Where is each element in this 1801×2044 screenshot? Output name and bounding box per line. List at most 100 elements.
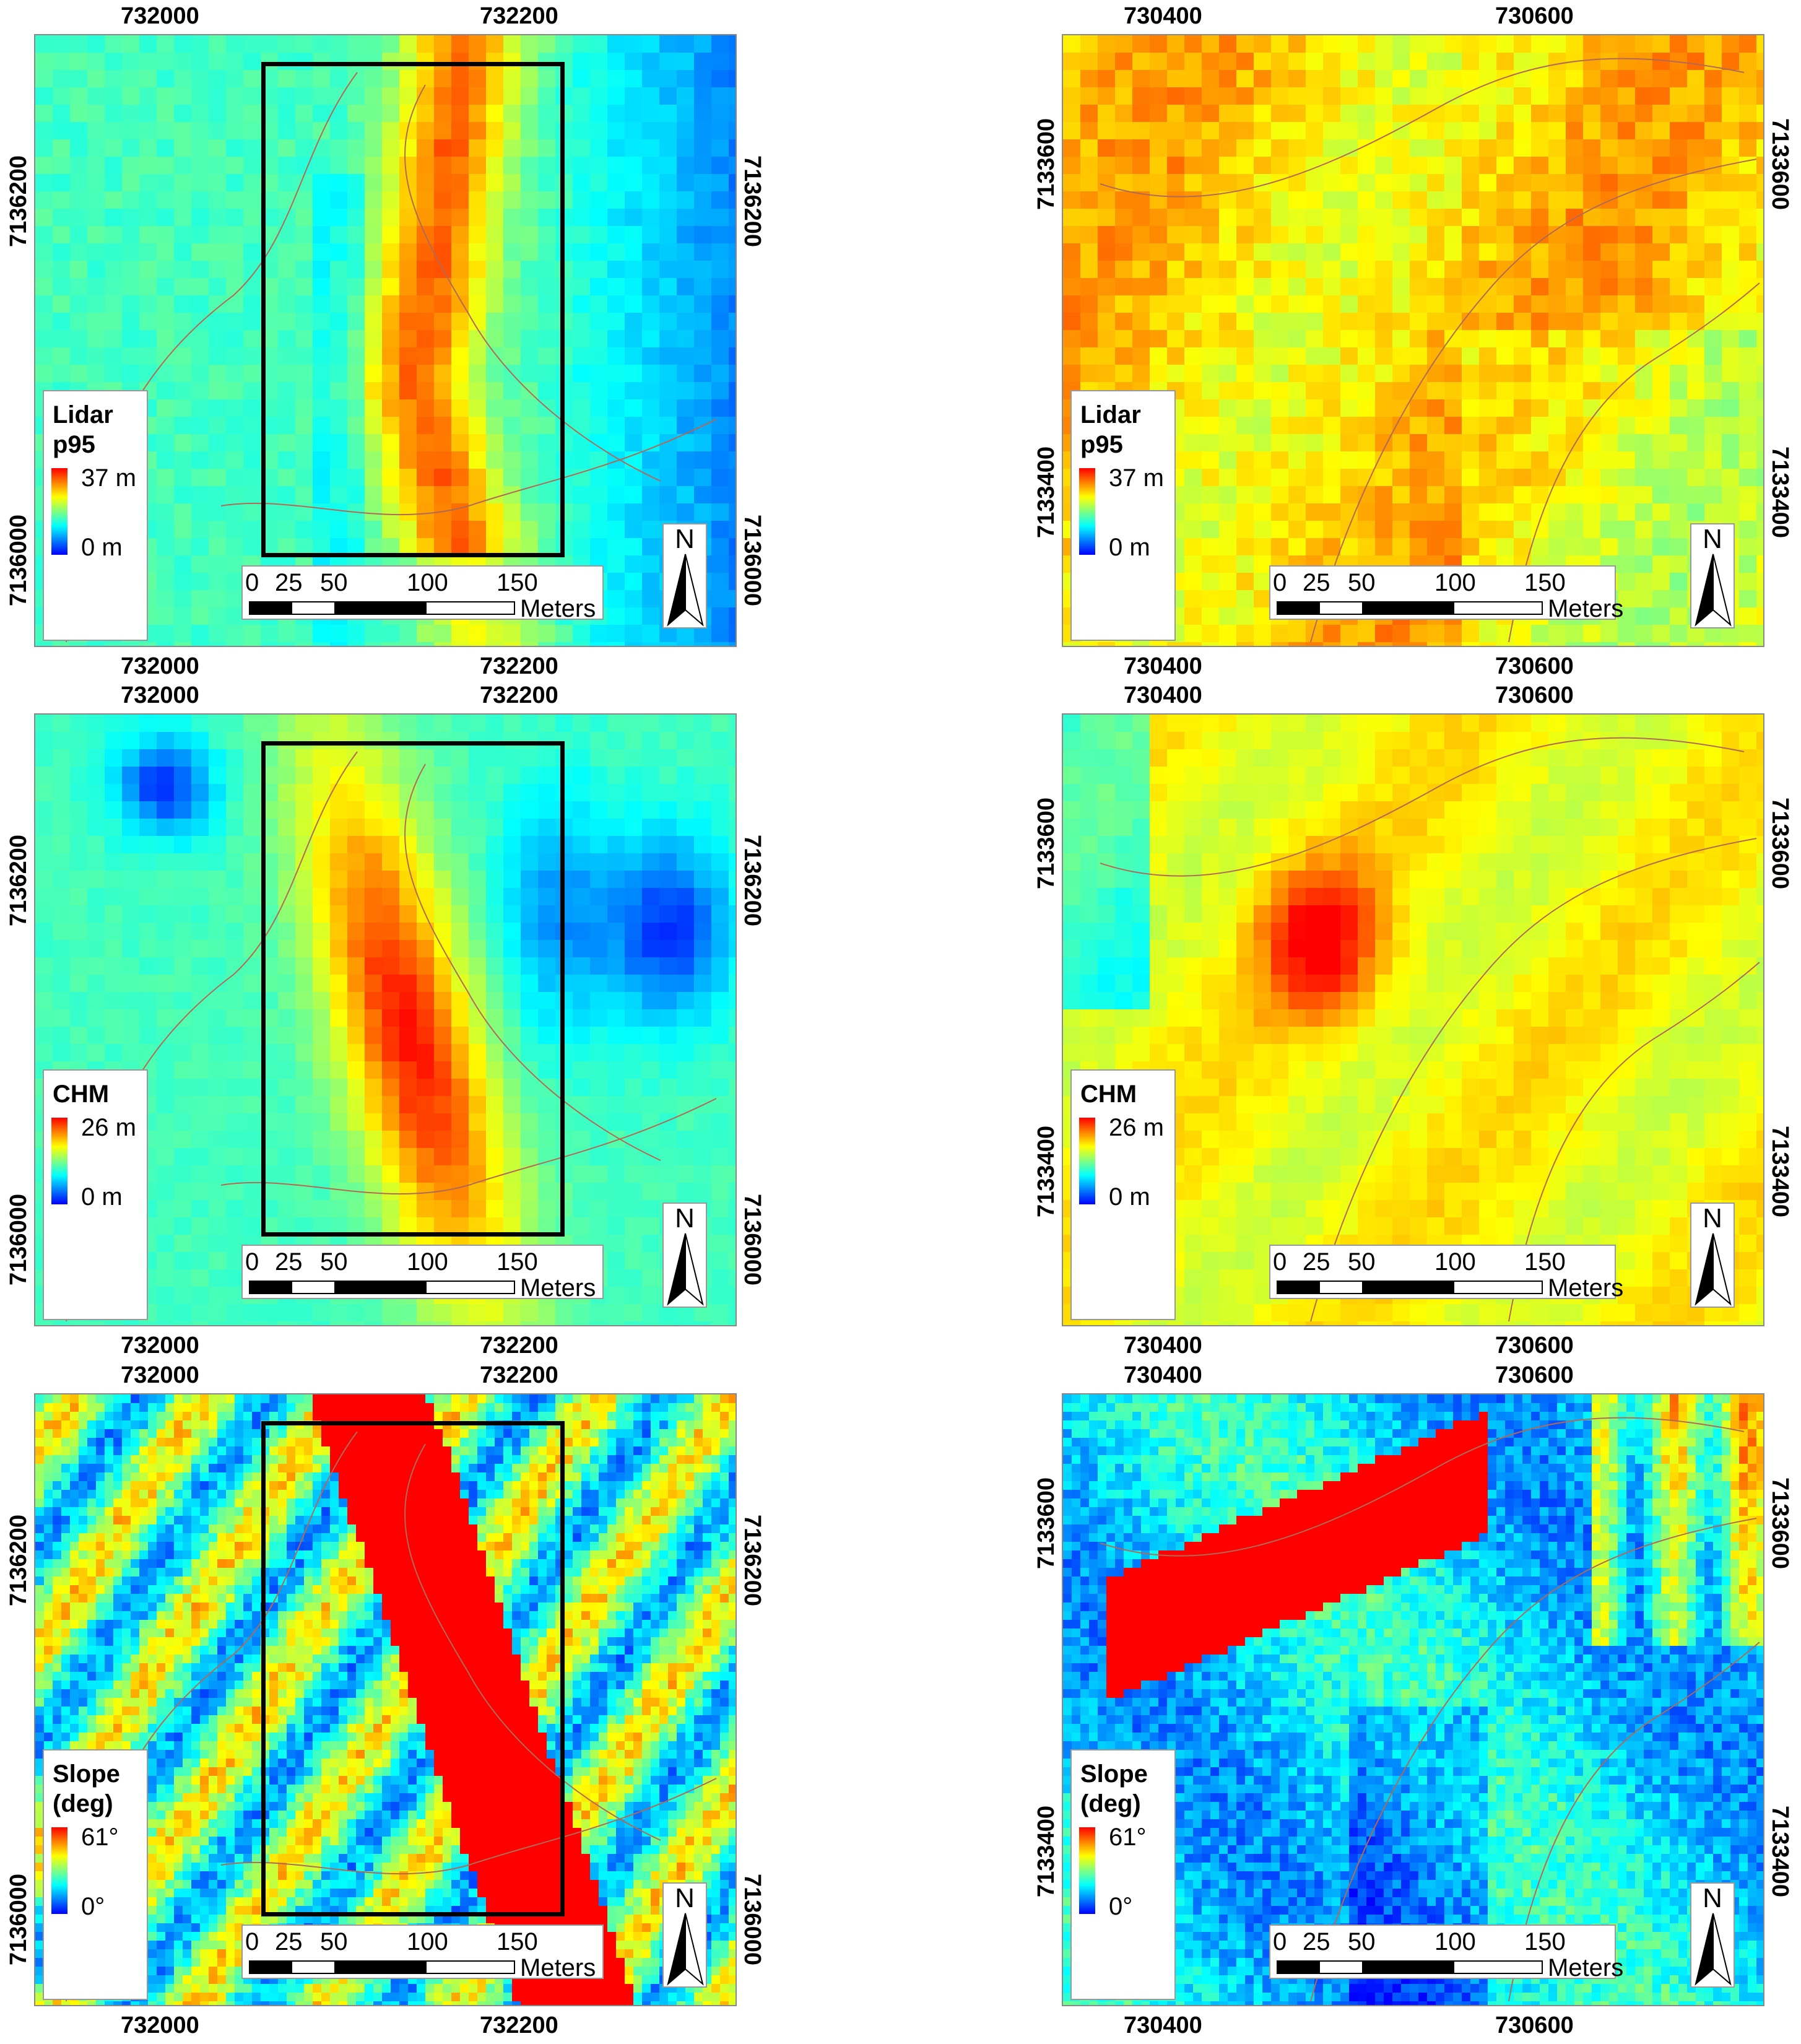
boundary-line: [220, 1098, 717, 1194]
coordinate-label: 7136000: [6, 1874, 32, 1965]
color-legend: Slope (deg) 61° 0°: [43, 1749, 148, 2000]
coordinate-label: 732200: [480, 3, 558, 29]
scale-segment: [1319, 601, 1363, 615]
boundary-line: [1310, 1518, 1757, 2002]
scale-segment: [336, 1281, 425, 1294]
scale-tick-label: 0: [1273, 569, 1287, 596]
color-ramp: [51, 1827, 67, 1914]
scale-bar: 0 25 50 100 150 Meters: [241, 565, 604, 622]
legend-title: Slope: [1080, 1760, 1148, 1788]
scale-tick-label: 0: [245, 1248, 259, 1276]
legend-max: 26 m: [1109, 1114, 1164, 1141]
color-ramp: [1079, 1827, 1095, 1914]
scale-tick-label: 25: [275, 1248, 303, 1276]
scale-segment: [291, 1281, 336, 1294]
scale-segment: [1453, 601, 1543, 615]
scale-tick-label: 25: [1303, 569, 1330, 596]
legend-title: p95: [53, 431, 95, 458]
legend-max: 61°: [1109, 1824, 1147, 1851]
raster-map: [1062, 1393, 1764, 2006]
coordinate-label: 730400: [1124, 2012, 1202, 2038]
scale-tick-label: 25: [275, 1928, 303, 1955]
scale-segment: [1453, 1960, 1543, 1974]
coordinate-label: 7133400: [1767, 1126, 1793, 1217]
scale-tick-label: 150: [1524, 569, 1566, 596]
scale-segment: [425, 1281, 515, 1294]
legend-max: 26 m: [81, 1114, 136, 1141]
coordinate-label: 7136000: [739, 1194, 765, 1285]
study-area-box: [261, 741, 565, 1237]
study-area-box: [261, 1421, 565, 1916]
coordinate-label: 732200: [480, 653, 558, 679]
legend-title: (deg): [53, 1790, 113, 1817]
boundary-line: [1310, 838, 1757, 1322]
scale-unit: Meters: [1548, 1954, 1624, 1981]
coordinate-label: 7133600: [1033, 118, 1059, 210]
scale-unit: Meters: [520, 1954, 596, 1981]
coordinate-label: 732000: [121, 1333, 199, 1359]
scale-unit: Meters: [520, 595, 596, 622]
legend-min: 0°: [1109, 1893, 1133, 1920]
legend-max: 37 m: [81, 464, 136, 492]
scale-segment: [249, 1960, 291, 1974]
coordinate-label: 7133400: [1767, 446, 1793, 538]
color-legend: CHM 26 m 0 m: [1070, 1069, 1176, 1320]
coordinate-label: 730600: [1495, 1362, 1574, 1388]
coordinate-label: 7136200: [6, 1515, 32, 1606]
scale-unit: Meters: [1548, 595, 1624, 622]
coordinate-label: 730400: [1124, 3, 1202, 29]
scale-segment: [1363, 1281, 1453, 1294]
north-label: N: [1703, 1203, 1722, 1233]
scale-bar: 0 25 50 100 150 Meters: [1269, 1245, 1623, 1300]
scale-tick-label: 50: [1348, 1928, 1376, 1955]
scale-unit: Meters: [520, 1274, 596, 1302]
coordinate-label: 7136000: [6, 515, 32, 606]
scale-segment: [291, 1960, 336, 1974]
boundary-line: [404, 763, 661, 1161]
coordinate-label: 7133400: [1767, 1806, 1793, 1897]
legend-title: CHM: [53, 1081, 110, 1108]
study-area-box: [261, 62, 565, 557]
coordinate-label: 730600: [1495, 1333, 1574, 1359]
scale-tick-label: 25: [275, 569, 303, 596]
boundary-line: [404, 1443, 661, 1841]
raster-image: [1063, 1394, 1763, 2005]
north-label: N: [675, 1203, 695, 1233]
scale-tick-label: 50: [320, 1928, 348, 1955]
north-arrow-icon: [1695, 554, 1732, 627]
coordinate-label: 732000: [121, 2012, 199, 2038]
north-arrow: N: [662, 1202, 707, 1308]
coordinate-label: 7136200: [739, 155, 765, 247]
boundary-line: [1508, 962, 1760, 1322]
coordinate-label: 7133400: [1033, 1806, 1059, 1897]
north-label: N: [675, 1883, 695, 1913]
legend-max: 61°: [81, 1824, 119, 1851]
scale-tick-label: 100: [407, 569, 448, 596]
scale-segment: [425, 1960, 515, 1974]
scale-bar: 0 25 50 100 150 Meters: [1269, 1924, 1623, 1980]
color-legend: Slope (deg) 61° 0°: [1070, 1749, 1176, 2000]
coordinate-label: 7133600: [1033, 1477, 1059, 1569]
coordinate-label: 732000: [121, 1362, 199, 1388]
legend-title: p95: [1080, 431, 1123, 458]
coordinate-label: 730600: [1495, 3, 1574, 29]
coordinate-label: 7133600: [1033, 798, 1059, 889]
coordinate-label: 730400: [1124, 1362, 1202, 1388]
north-arrow: N: [1690, 523, 1735, 628]
north-label: N: [675, 524, 695, 554]
scale-segment: [249, 601, 291, 615]
color-legend: Lidar p95 37 m 0 m: [1070, 390, 1176, 641]
scale-tick-label: 100: [407, 1248, 448, 1276]
boundary-line: [1508, 282, 1760, 643]
legend-min: 0 m: [81, 1183, 123, 1211]
scale-segment: [1363, 1960, 1453, 1974]
scale-tick-label: 150: [497, 1928, 538, 1955]
legend-min: 0 m: [1109, 534, 1150, 561]
coordinate-label: 7133600: [1767, 118, 1793, 210]
scale-bar: 0 25 50 100 150 Meters: [241, 1924, 604, 1981]
scale-bar: 0 25 50 100 150 Meters: [1269, 565, 1623, 621]
coordinate-label: 7133600: [1767, 798, 1793, 889]
scale-segment: [1363, 601, 1453, 615]
scale-tick-label: 150: [1524, 1248, 1566, 1276]
coordinate-label: 732200: [480, 1333, 558, 1359]
